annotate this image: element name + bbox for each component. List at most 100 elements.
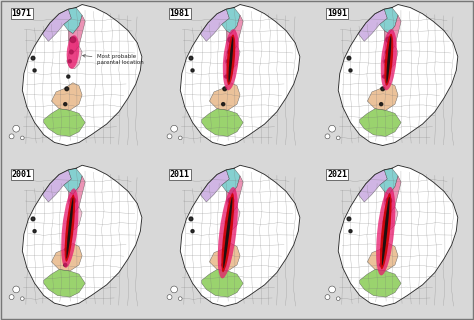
Circle shape [68,220,72,223]
Circle shape [337,136,340,140]
Polygon shape [380,168,398,194]
Polygon shape [384,15,401,52]
Circle shape [347,56,351,60]
Polygon shape [200,170,229,202]
Circle shape [384,60,387,63]
Ellipse shape [227,35,235,85]
Polygon shape [64,8,82,34]
Circle shape [70,211,73,215]
Circle shape [222,263,225,267]
Circle shape [381,248,384,252]
Polygon shape [225,46,240,69]
Polygon shape [380,8,398,34]
Polygon shape [383,207,398,230]
Polygon shape [22,4,142,146]
Circle shape [31,217,35,221]
Circle shape [67,236,70,239]
Ellipse shape [218,187,238,278]
Ellipse shape [382,197,390,266]
Circle shape [191,69,194,72]
Circle shape [328,125,336,132]
Polygon shape [44,109,85,136]
Circle shape [228,37,234,43]
Circle shape [228,198,234,203]
Circle shape [191,230,194,233]
Ellipse shape [376,187,395,276]
Polygon shape [68,15,85,52]
Polygon shape [360,109,401,136]
Circle shape [328,286,336,293]
Circle shape [31,56,35,60]
Polygon shape [226,15,243,52]
Polygon shape [52,83,82,110]
Circle shape [70,50,73,54]
Circle shape [228,211,231,215]
Circle shape [380,263,383,267]
Circle shape [386,198,392,203]
Circle shape [385,50,389,54]
Polygon shape [68,176,85,213]
Circle shape [226,60,229,63]
Text: 2001: 2001 [11,170,32,179]
Polygon shape [358,170,387,202]
Ellipse shape [386,36,392,84]
Ellipse shape [223,197,232,268]
Circle shape [70,37,76,43]
Circle shape [9,134,14,139]
Ellipse shape [228,37,233,83]
Polygon shape [180,165,300,306]
Ellipse shape [66,197,73,259]
Circle shape [383,75,386,78]
Circle shape [225,75,228,78]
Circle shape [223,87,227,91]
Circle shape [386,37,392,43]
Polygon shape [367,244,398,271]
Circle shape [68,60,72,63]
Circle shape [380,103,383,106]
Text: 1981: 1981 [170,9,190,18]
Polygon shape [384,176,401,213]
Circle shape [178,297,182,300]
Polygon shape [338,4,458,146]
Circle shape [384,220,387,223]
Circle shape [33,69,36,72]
Circle shape [20,297,24,300]
Circle shape [225,236,228,239]
Polygon shape [52,244,82,271]
Circle shape [383,236,386,239]
Polygon shape [226,176,243,213]
Circle shape [13,286,19,293]
Polygon shape [64,168,82,194]
Circle shape [223,248,227,252]
Circle shape [33,230,36,233]
Circle shape [325,134,330,139]
Polygon shape [202,269,243,297]
Ellipse shape [64,195,75,262]
Circle shape [228,50,231,54]
Text: 1971: 1971 [11,9,32,18]
Ellipse shape [221,193,234,272]
Circle shape [385,211,389,215]
Circle shape [226,220,229,223]
Polygon shape [222,8,240,34]
Polygon shape [222,168,240,194]
Ellipse shape [67,35,79,69]
Ellipse shape [61,188,79,268]
Polygon shape [42,9,72,41]
Circle shape [189,217,193,221]
Circle shape [167,295,172,300]
Circle shape [325,295,330,300]
Polygon shape [360,269,401,297]
Text: 1991: 1991 [328,9,347,18]
Circle shape [67,75,70,78]
Polygon shape [358,9,387,41]
Polygon shape [44,269,85,297]
Circle shape [222,103,225,106]
Circle shape [337,297,340,300]
Polygon shape [225,207,240,230]
Circle shape [70,198,76,203]
Circle shape [13,125,19,132]
Polygon shape [67,207,82,230]
Circle shape [178,136,182,140]
Polygon shape [200,9,229,41]
